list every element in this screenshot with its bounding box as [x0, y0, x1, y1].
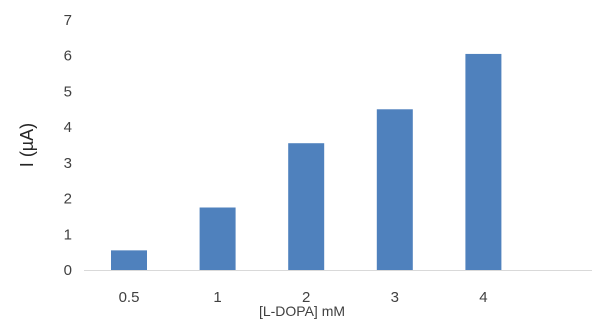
y-tick-label: 5 — [64, 83, 72, 100]
x-tick-label: 1 — [213, 289, 221, 306]
y-axis-title: I (µA) — [17, 123, 37, 167]
y-tick-label: 6 — [64, 48, 72, 65]
x-tick-label: 3 — [391, 289, 399, 306]
bar — [199, 207, 236, 270]
y-tick-label: 0 — [64, 262, 72, 279]
x-axis-ticks: 0.5 1 2 3 4 — [119, 289, 488, 306]
bar — [288, 143, 325, 270]
x-axis-title: [L-DOPA] mM — [259, 303, 345, 319]
bar — [465, 53, 502, 270]
x-tick-label: 2 — [302, 289, 310, 306]
x-tick-label: 0.5 — [119, 289, 140, 306]
y-tick-label: 1 — [64, 226, 72, 243]
y-axis-ticks: 0 1 2 3 4 5 6 7 — [64, 12, 72, 279]
bar — [376, 109, 413, 271]
y-tick-label: 7 — [64, 12, 72, 29]
x-tick-label: 4 — [479, 289, 487, 306]
y-tick-label: 2 — [64, 191, 72, 208]
y-tick-label: 4 — [64, 119, 72, 136]
bars-group — [111, 53, 502, 271]
bar — [111, 250, 147, 270]
y-tick-label: 3 — [64, 155, 72, 172]
